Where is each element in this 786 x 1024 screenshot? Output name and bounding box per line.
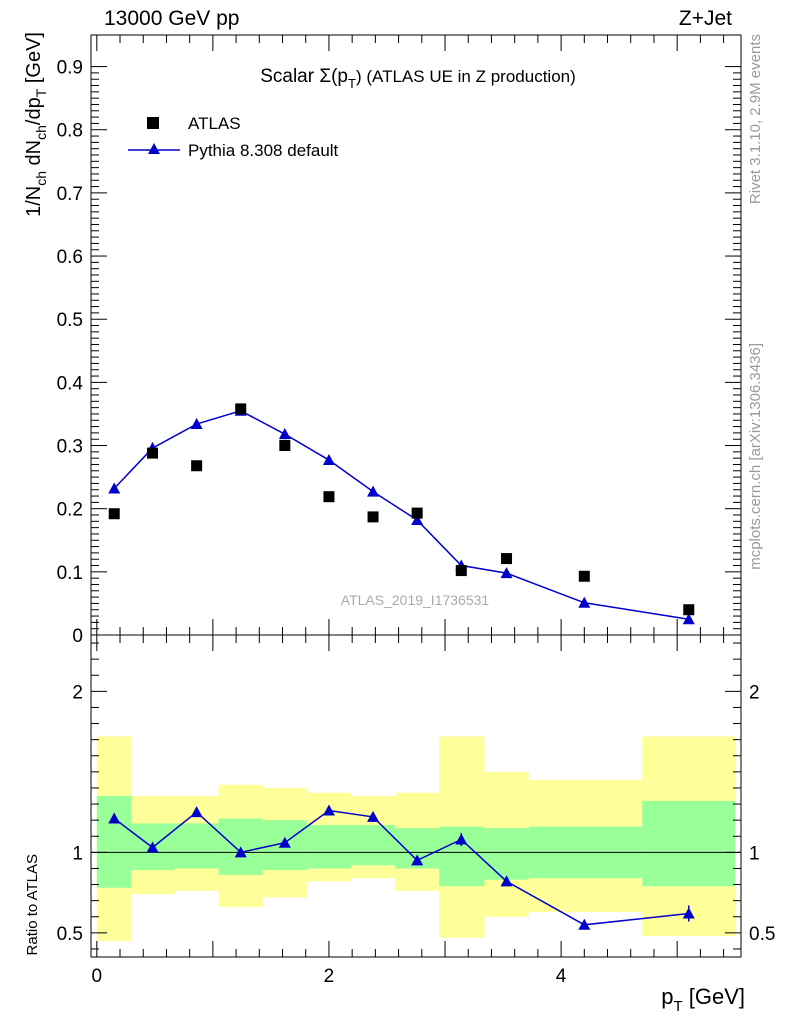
x-axis-title: pT [GeV] <box>661 984 745 1015</box>
y-tick-label-main: 0.6 <box>57 247 83 268</box>
pythia-point-main <box>190 418 203 430</box>
title-fragment: 1/N <box>23 186 45 217</box>
axis-ticks <box>91 35 741 957</box>
atlas-point <box>147 447 159 459</box>
pythia-point-ratio <box>322 804 335 816</box>
pythia-point-main <box>500 567 513 579</box>
title-fragment: T <box>673 998 682 1015</box>
inner-band-bin <box>351 824 396 866</box>
mcplots-label: mcplots.cern.ch [arXiv:1306.3436] <box>747 343 764 570</box>
atlas-point <box>279 440 291 452</box>
title-fragment: p <box>661 984 673 1009</box>
pythia-point-ratio <box>682 907 695 919</box>
inner-band-bin <box>642 800 736 887</box>
y-tick-label-main: 0 <box>72 626 83 647</box>
pythia-point-ratio <box>500 875 513 887</box>
title-fragment: [GeV] <box>23 32 45 89</box>
title-fragment: T <box>348 76 356 91</box>
y-tick-label-ratio: 1 <box>72 843 83 864</box>
chart-title: Scalar Σ(pT) (ATLAS UE in Z production) <box>260 66 576 91</box>
y-tick-label-ratio-right: 0.5 <box>749 924 775 945</box>
y-tick-label-ratio-right: 2 <box>749 682 760 703</box>
y-tick-label-main: 0.5 <box>57 310 83 331</box>
y-tick-label-ratio: 0.5 <box>57 924 83 945</box>
y-tick-label-main: 0.2 <box>57 500 83 521</box>
atlas-point <box>578 570 590 582</box>
ratio-uncertainty-bands <box>96 736 736 941</box>
legend-atlas-label: ATLAS <box>188 114 241 133</box>
pythia-point-ratio <box>411 854 424 866</box>
legend-atlas-marker <box>147 117 159 129</box>
y-axis-title-main: 1/Nch dNch/dpT [GeV] <box>23 32 49 217</box>
atlas-point <box>323 491 335 503</box>
header-process-label: Z+Jet <box>679 7 732 30</box>
pythia-point-ratio <box>146 841 159 853</box>
pythia-point-ratio <box>578 918 591 930</box>
inner-band-bin <box>306 824 351 869</box>
pythia-point-ratio <box>455 833 468 845</box>
x-tick-label: 0 <box>92 966 103 987</box>
legend-pythia-label: Pythia 8.308 default <box>188 141 339 160</box>
y-tick-label-ratio-right: 1 <box>749 843 760 864</box>
y-tick-label-main: 0.7 <box>57 184 83 205</box>
atlas-point <box>501 553 513 565</box>
y-tick-label-main: 0.9 <box>57 58 83 79</box>
title-fragment: /dp <box>23 97 45 125</box>
atlas-point <box>411 507 423 519</box>
y-tick-label-main: 0.1 <box>57 563 83 584</box>
ratio-panel-frame <box>90 634 742 958</box>
atlas-point <box>191 460 203 472</box>
pythia-point-ratio <box>367 810 380 822</box>
atlas-point <box>108 508 120 520</box>
pythia-point-main <box>578 596 591 608</box>
title-fragment: [GeV] <box>683 984 745 1009</box>
y-tick-label-main: 0.4 <box>57 373 84 394</box>
pythia-point-ratio <box>190 806 203 818</box>
title-fragment: ) (ATLAS UE in Z production) <box>356 67 576 86</box>
atlas-point <box>683 604 695 616</box>
rivet-version-label: Rivet 3.1.10, 2.9M events <box>747 34 764 204</box>
title-fragment: Scalar Σ(p <box>260 66 348 87</box>
pythia-point-ratio <box>108 812 121 824</box>
atlas-point <box>455 565 467 577</box>
title-fragment: T <box>33 88 49 97</box>
inner-band-bin <box>96 796 132 888</box>
pythia-point-main <box>411 514 424 526</box>
y-tick-label-main: 0.3 <box>57 437 83 458</box>
y-tick-label-ratio: 2 <box>72 682 83 703</box>
x-tick-label: 2 <box>324 966 335 987</box>
legend: ATLAS Pythia 8.308 default <box>128 114 339 160</box>
atlas-point <box>235 403 247 415</box>
pythia-point-ratio <box>278 836 291 848</box>
analysis-watermark: ATLAS_2019_I1736531 <box>341 592 490 608</box>
atlas-point <box>367 511 379 523</box>
inner-band-bin <box>174 823 219 869</box>
pythia-point-main <box>367 485 380 497</box>
pythia-point-main <box>682 613 695 625</box>
pythia-line-ratio <box>113 809 689 926</box>
title-fragment: ch <box>33 171 49 186</box>
pythia-point-main <box>322 454 335 466</box>
data-marks <box>108 403 695 930</box>
legend-pythia-marker <box>148 143 160 154</box>
title-fragment: ch <box>33 125 49 140</box>
header-energy-label: 13000 GeV pp <box>104 7 239 30</box>
x-tick-label: 4 <box>556 966 567 987</box>
inner-band-bin <box>484 828 529 880</box>
axis-tick-labels: 0 0.1 0.2 0.3 0.4 0.5 0.6 0.7 0.8 0.9 0.5 0.5 1 1 2 2 0 2… <box>57 58 776 987</box>
plot-frames <box>90 34 742 958</box>
pythia-point-main <box>278 428 291 440</box>
title-fragment: dN <box>23 140 45 171</box>
pythia-point-ratio <box>234 846 247 858</box>
pythia-point-main <box>108 482 121 494</box>
y-tick-label-main: 0.8 <box>57 121 83 142</box>
y-axis-title-ratio: Ratio to ATLAS <box>24 854 41 955</box>
pythia-line-main <box>113 409 689 620</box>
